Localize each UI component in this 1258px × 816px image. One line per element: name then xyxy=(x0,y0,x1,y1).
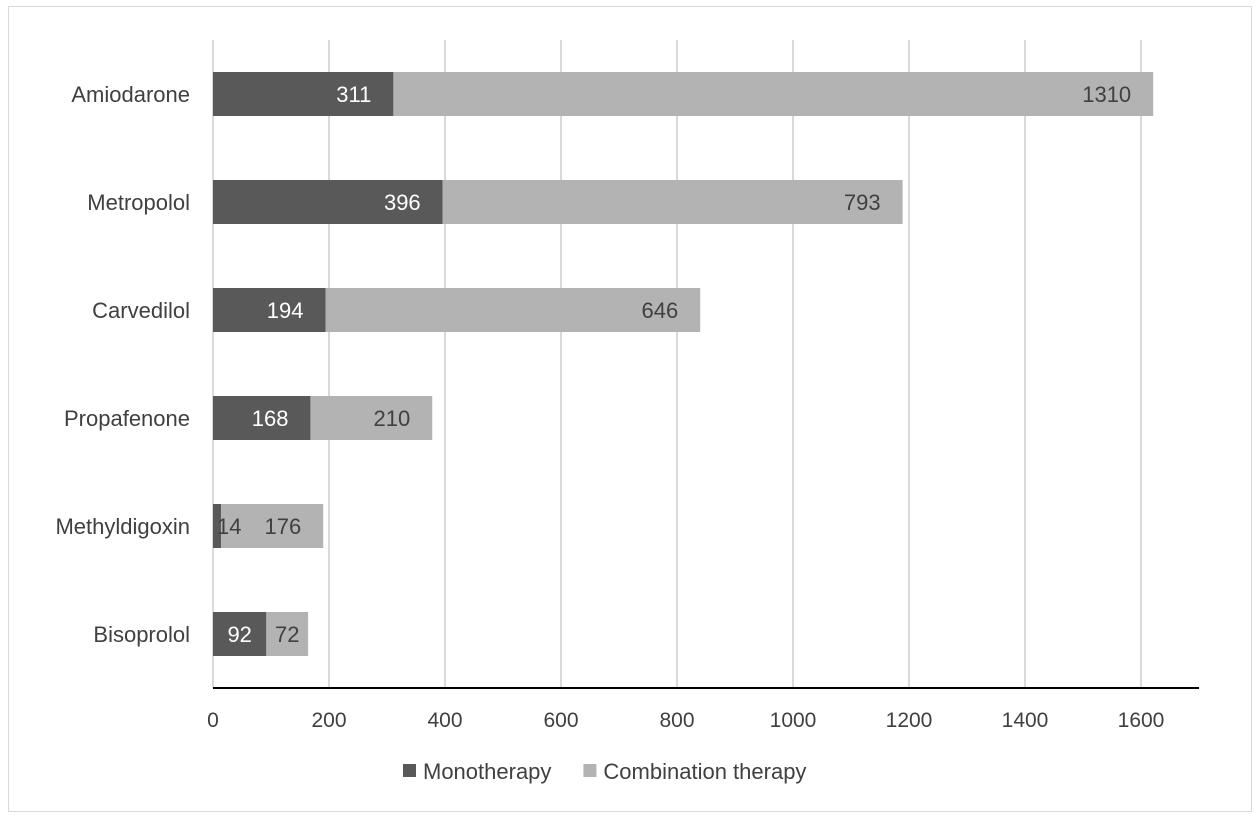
category-label: Bisoprolol xyxy=(93,622,190,647)
x-tick-label: 0 xyxy=(207,709,219,732)
data-label: 646 xyxy=(641,298,678,323)
bar-monotherapy-bisoprolol xyxy=(213,612,267,656)
data-label: 176 xyxy=(264,514,301,539)
x-axis-tick-labels: 0 200 400 600 800 1000 1200 1400 1600 xyxy=(207,709,1164,732)
x-tick-label: 200 xyxy=(311,709,346,732)
category-label: Amiodarone xyxy=(71,82,190,107)
x-tick-label: 400 xyxy=(427,709,462,732)
data-label: 311 xyxy=(336,82,371,107)
bar-monotherapy-methyldigoxin xyxy=(213,504,222,548)
data-label: 396 xyxy=(384,190,421,215)
bar-combination-amiodarone xyxy=(393,72,1154,116)
bar-monotherapy-metropolol xyxy=(213,180,443,224)
legend: Monotherapy Combination therapy xyxy=(403,759,806,784)
bar-combination-metropolol xyxy=(442,180,903,224)
x-tick-label: 1400 xyxy=(1002,709,1049,732)
category-label: Metropolol xyxy=(87,190,190,215)
legend-swatch-monotherapy xyxy=(403,764,416,777)
data-label: 210 xyxy=(374,406,411,431)
bar-combination-methyldigoxin xyxy=(221,504,324,548)
chart-frame xyxy=(8,6,1252,812)
data-label: 72 xyxy=(275,622,299,647)
bar-combination-bisoprolol xyxy=(266,612,309,656)
x-tick-label: 1200 xyxy=(886,709,933,732)
x-tick-label: 600 xyxy=(543,709,578,732)
legend-swatch-combination xyxy=(583,764,597,777)
bar-combination-propafenone xyxy=(310,396,433,440)
x-tick-label: 1600 xyxy=(1118,709,1165,732)
data-label: 194 xyxy=(267,298,304,323)
bar-monotherapy-amiodarone xyxy=(213,72,394,116)
x-tick-label: 1000 xyxy=(770,709,817,732)
bar-monotherapy-propafenone xyxy=(213,396,311,440)
legend-label: Combination therapy xyxy=(603,759,806,784)
data-label: 793 xyxy=(844,190,881,215)
bars xyxy=(213,72,1154,656)
gridlines xyxy=(212,40,1142,688)
bar-monotherapy-carvedilol xyxy=(213,288,326,332)
data-label: 92 xyxy=(227,622,251,647)
data-label: 168 xyxy=(252,406,289,431)
data-labels: 311 1310 396 793 194 646 168 210 14 176 92 72 xyxy=(217,82,1131,647)
category-label: Methyldigoxin xyxy=(55,514,190,539)
bar-combination-carvedilol xyxy=(325,288,701,332)
data-label: 1310 xyxy=(1082,82,1131,107)
category-label: Carvedilol xyxy=(92,298,190,323)
category-label: Propafenone xyxy=(64,406,190,431)
data-label: 14 xyxy=(217,514,241,539)
category-labels: Amiodarone Metropolol Carvedilol Propafenon… xyxy=(55,82,190,647)
x-tick-label: 800 xyxy=(659,709,694,732)
legend-label: Monotherapy xyxy=(423,759,551,784)
